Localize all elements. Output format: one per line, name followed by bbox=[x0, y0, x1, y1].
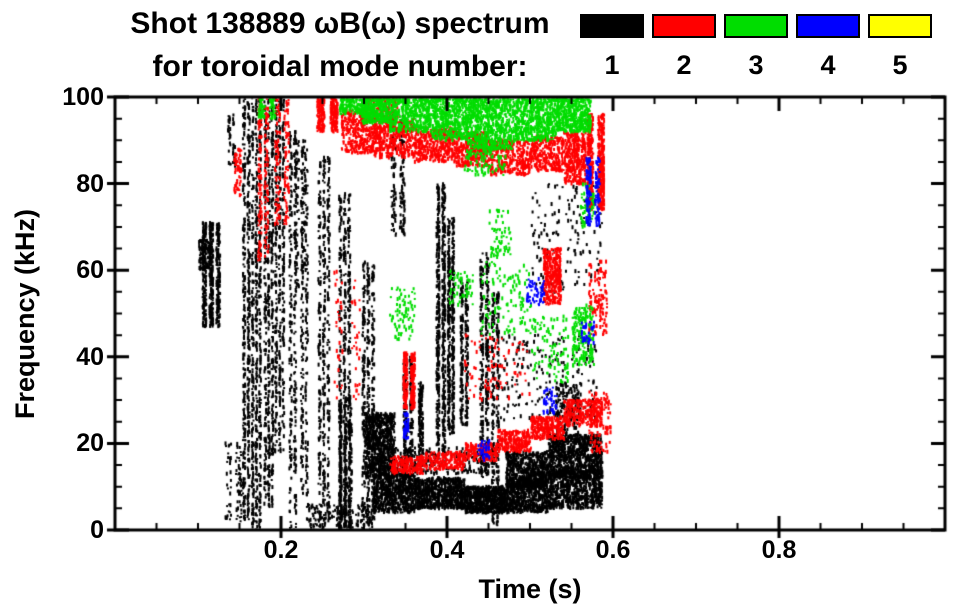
x-tick-label: 0.6 bbox=[595, 536, 631, 564]
y-tick-label: 80 bbox=[76, 169, 104, 198]
y-tick-label: 100 bbox=[62, 83, 104, 111]
x-tick-label: 0.2 bbox=[263, 536, 299, 564]
legend-label-5: 5 bbox=[892, 50, 908, 80]
chart-subtitle: for toroidal mode number: bbox=[152, 50, 528, 83]
x-tick-label: 0.4 bbox=[429, 536, 465, 564]
x-tick-label: 0.8 bbox=[761, 536, 797, 564]
y-tick-label: 0 bbox=[90, 516, 104, 544]
legend-swatch-4 bbox=[796, 14, 860, 38]
legend-swatch-1 bbox=[580, 14, 644, 38]
y-tick-label: 60 bbox=[76, 256, 104, 285]
legend-label-4: 4 bbox=[820, 50, 836, 80]
legend-label-3: 3 bbox=[748, 50, 764, 80]
y-tick-label: 20 bbox=[76, 429, 104, 458]
legend-label-1: 1 bbox=[604, 50, 620, 80]
legend-swatch-2 bbox=[652, 14, 716, 38]
chart-title: Shot 138889 ωB(ω) spectrum bbox=[130, 7, 550, 40]
legend-swatch-5 bbox=[868, 14, 932, 38]
x-axis-label: Time (s) bbox=[478, 574, 582, 604]
legend-label-2: 2 bbox=[676, 50, 692, 80]
y-axis-label: Frequency (kHz) bbox=[10, 208, 40, 420]
y-tick-label: 40 bbox=[76, 342, 104, 371]
legend-swatch-3 bbox=[724, 14, 788, 38]
